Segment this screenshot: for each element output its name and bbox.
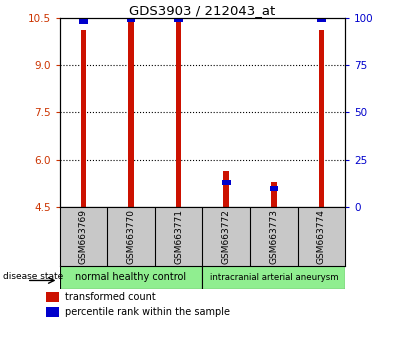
Text: GSM663773: GSM663773 xyxy=(269,209,278,264)
Bar xyxy=(317,17,326,22)
Bar xyxy=(174,17,183,22)
Bar xyxy=(60,266,202,289)
Bar xyxy=(319,30,324,207)
Text: transformed count: transformed count xyxy=(65,292,156,302)
Text: GSM663772: GSM663772 xyxy=(222,209,231,264)
Bar xyxy=(46,292,59,302)
Text: intracranial arterial aneurysm: intracranial arterial aneurysm xyxy=(210,273,338,281)
Text: normal healthy control: normal healthy control xyxy=(76,272,187,282)
Text: GSM663771: GSM663771 xyxy=(174,209,183,264)
Bar xyxy=(271,182,277,207)
Bar xyxy=(223,171,229,207)
Bar xyxy=(79,19,88,24)
Bar xyxy=(176,19,182,207)
Bar xyxy=(222,180,231,185)
Text: GSM663774: GSM663774 xyxy=(317,209,326,264)
Text: GSM663770: GSM663770 xyxy=(127,209,136,264)
Text: percentile rank within the sample: percentile rank within the sample xyxy=(65,307,230,317)
Bar xyxy=(46,307,59,317)
Bar xyxy=(270,186,278,190)
Text: disease state: disease state xyxy=(3,272,63,281)
Bar xyxy=(127,17,135,22)
Bar xyxy=(81,30,86,207)
Bar xyxy=(202,266,345,289)
Text: GSM663769: GSM663769 xyxy=(79,209,88,264)
Title: GDS3903 / 212043_at: GDS3903 / 212043_at xyxy=(129,4,275,17)
Bar xyxy=(128,19,134,207)
